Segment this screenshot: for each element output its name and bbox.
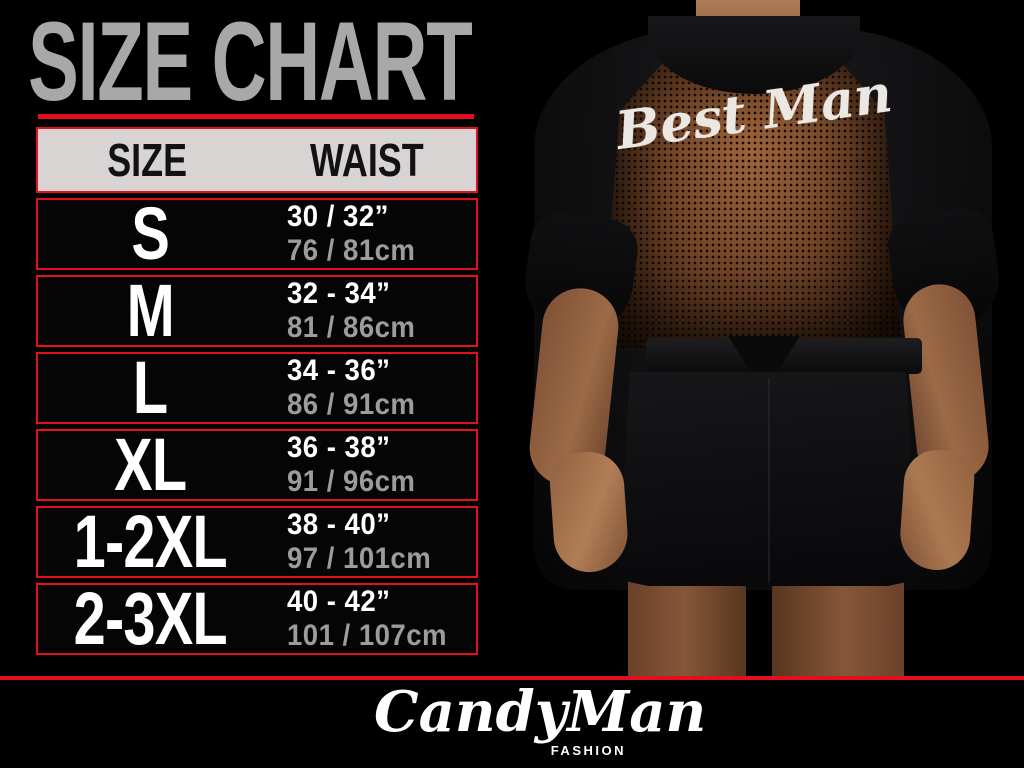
table-header: SIZE WAIST — [36, 127, 478, 193]
waist-centimeters: 86 / 91cm — [287, 388, 416, 421]
size-table: S 30 / 32” 76 / 81cm M 32 - 34” 81 / 86c… — [36, 192, 478, 660]
waist-centimeters: 91 / 96cm — [287, 465, 416, 498]
brand-logo-subtext: FASHION — [550, 743, 626, 758]
waist-inches: 30 / 32” — [287, 200, 389, 234]
table-row: 2-3XL 40 - 42” 101 / 107cm — [36, 577, 478, 660]
size-label: 1-2XL — [73, 500, 228, 583]
page-title: SIZE CHART — [28, 0, 473, 124]
header-size-cell: SIZE — [38, 133, 257, 187]
mesh-back-panel — [602, 44, 902, 348]
size-cell: XL — [38, 423, 263, 506]
header-waist-cell: WAIST — [257, 133, 476, 187]
size-label: XL — [114, 423, 187, 506]
waist-cell: 36 - 38” 91 / 96cm — [263, 431, 476, 498]
bottom-accent-line — [0, 676, 1024, 680]
waist-cell: 30 / 32” 76 / 81cm — [263, 200, 476, 267]
brand-logo: CandyMan FASHION — [374, 679, 707, 758]
size-cell: L — [38, 346, 263, 429]
size-cell: 1-2XL — [38, 500, 263, 583]
robe-skirt-seam — [768, 378, 770, 584]
header-size-label: SIZE — [107, 134, 188, 186]
size-cell: 2-3XL — [38, 577, 263, 660]
waist-centimeters: 81 / 86cm — [287, 311, 416, 344]
table-row: S 30 / 32” 76 / 81cm — [36, 192, 478, 275]
waist-cell: 34 - 36” 86 / 91cm — [263, 354, 476, 421]
table-row: M 32 - 34” 81 / 86cm — [36, 269, 478, 352]
waist-cell: 32 - 34” 81 / 86cm — [263, 277, 476, 344]
model-left-hand — [547, 449, 631, 575]
waist-inches: 40 - 42” — [287, 585, 391, 619]
waist-centimeters: 101 / 107cm — [287, 619, 448, 652]
table-row: 1-2XL 38 - 40” 97 / 101cm — [36, 500, 478, 583]
size-label: M — [126, 269, 175, 352]
title-underline — [38, 114, 474, 119]
waist-centimeters: 76 / 81cm — [287, 234, 416, 267]
table-row: XL 36 - 38” 91 / 96cm — [36, 423, 478, 506]
size-label: 2-3XL — [73, 577, 228, 660]
size-label: S — [131, 192, 171, 275]
size-cell: S — [38, 192, 263, 275]
brand-logo-text: CandyMan — [374, 679, 707, 745]
waist-inches: 32 - 34” — [287, 277, 391, 311]
waist-inches: 38 - 40” — [287, 508, 391, 542]
robe-skirt — [618, 372, 918, 586]
size-cell: M — [38, 269, 263, 352]
waist-cell: 38 - 40” 97 / 101cm — [263, 508, 476, 575]
header-waist-label: WAIST — [309, 134, 424, 186]
product-photo: Best Man — [500, 0, 1024, 676]
waist-inches: 36 - 38” — [287, 431, 391, 465]
table-row: L 34 - 36” 86 / 91cm — [36, 346, 478, 429]
waist-cell: 40 - 42” 101 / 107cm — [263, 585, 476, 652]
waist-centimeters: 97 / 101cm — [287, 542, 432, 575]
model-right-hand — [897, 447, 977, 573]
waist-inches: 34 - 36” — [287, 354, 391, 388]
size-label: L — [133, 346, 168, 429]
